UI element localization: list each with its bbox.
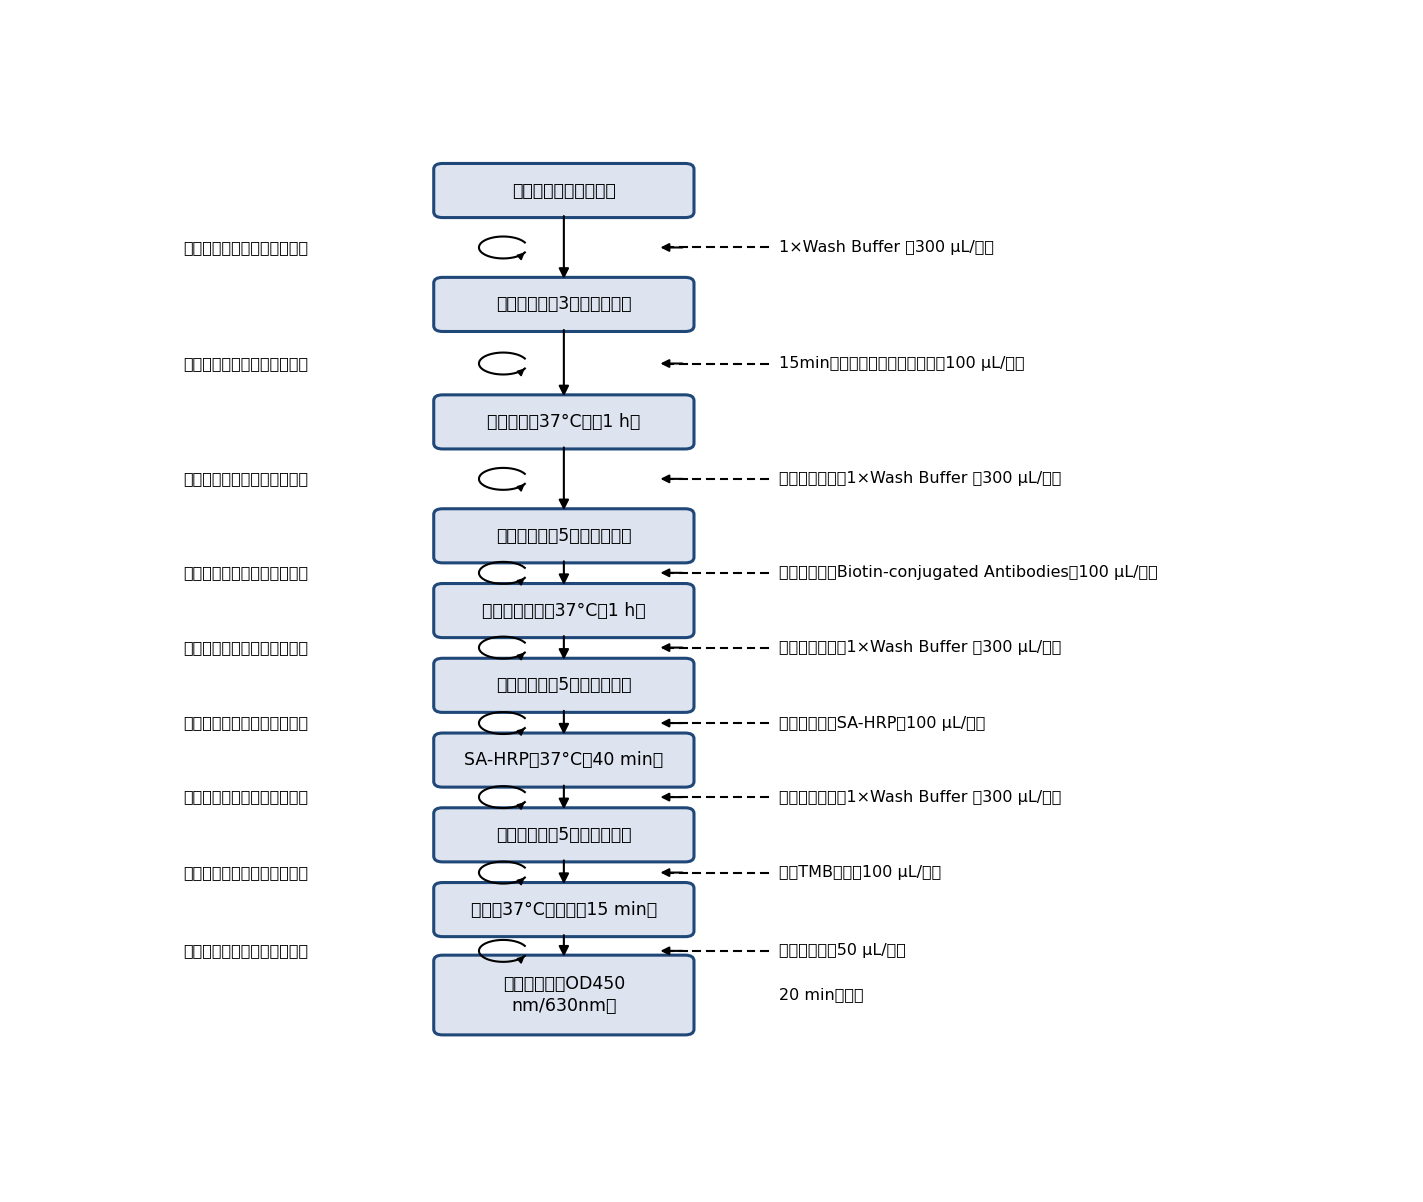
Text: 加入右边液体，并进行下一步: 加入右边液体，并进行下一步 xyxy=(184,715,309,731)
Text: 加入右边液体，并进行下一步: 加入右边液体，并进行下一步 xyxy=(184,790,309,804)
Text: 加入右边液体，并进行下一步: 加入右边液体，并进行下一步 xyxy=(184,565,309,581)
Text: 显色（37°C避光孵育15 min）: 显色（37°C避光孵育15 min） xyxy=(471,900,657,918)
Text: 加入配置好的SA-HRP（100 μL/孔）: 加入配置好的SA-HRP（100 μL/孔） xyxy=(778,715,985,731)
Text: 所有试剂、酶标板准备: 所有试剂、酶标板准备 xyxy=(512,182,616,200)
Text: 加入右边液体，并进行下一步: 加入右边液体，并进行下一步 xyxy=(184,641,309,655)
Text: 加入右边液体，并进行下一步: 加入右边液体，并进行下一步 xyxy=(184,865,309,880)
Text: 加入配置好的Biotin-conjugated Antibodies（100 μL/孔）: 加入配置好的Biotin-conjugated Antibodies（100 μ… xyxy=(778,565,1158,581)
FancyBboxPatch shape xyxy=(434,808,694,862)
FancyBboxPatch shape xyxy=(434,163,694,218)
Text: 清洗酶标板（5次，并拍干）: 清洗酶标板（5次，并拍干） xyxy=(497,677,632,695)
Text: 15min内加入待测样本和标准品（100 μL/孔）: 15min内加入待测样本和标准品（100 μL/孔） xyxy=(778,356,1025,371)
Text: 弃去孔内液体，1×Wash Buffer （300 μL/孔）: 弃去孔内液体，1×Wash Buffer （300 μL/孔） xyxy=(778,790,1062,804)
Text: SA-HRP（37°C，40 min）: SA-HRP（37°C，40 min） xyxy=(464,751,663,769)
Text: 清洗酶标板（5次，并拍干）: 清洗酶标板（5次，并拍干） xyxy=(497,826,632,844)
FancyBboxPatch shape xyxy=(434,583,694,637)
Text: 加入右边液体，并进行下一步: 加入右边液体，并进行下一步 xyxy=(184,944,309,958)
Text: 加入终止液（50 μL/孔）: 加入终止液（50 μL/孔） xyxy=(778,944,906,958)
Text: 酶标抗体孵育（37°C，1 h）: 酶标抗体孵育（37°C，1 h） xyxy=(482,601,646,619)
Text: 孵育样本（37°C孵育1 h）: 孵育样本（37°C孵育1 h） xyxy=(487,413,640,430)
FancyBboxPatch shape xyxy=(434,882,694,936)
Text: 清洗酶标板（3次，并拍干）: 清洗酶标板（3次，并拍干） xyxy=(497,296,632,314)
Text: 加入右边液体，并进行下一步: 加入右边液体，并进行下一步 xyxy=(184,240,309,255)
FancyBboxPatch shape xyxy=(434,733,694,787)
Text: 20 min内读值: 20 min内读值 xyxy=(778,988,864,1002)
FancyBboxPatch shape xyxy=(434,508,694,563)
Text: 1×Wash Buffer （300 μL/孔）: 1×Wash Buffer （300 μL/孔） xyxy=(778,240,993,255)
Text: 弃去孔内液体，1×Wash Buffer （300 μL/孔）: 弃去孔内液体，1×Wash Buffer （300 μL/孔） xyxy=(778,641,1062,655)
FancyBboxPatch shape xyxy=(434,394,694,450)
Text: 终止并读值（OD450
nm/630nm）: 终止并读值（OD450 nm/630nm） xyxy=(502,975,625,1016)
FancyBboxPatch shape xyxy=(434,956,694,1035)
Text: 加入TMB底物（100 μL/孔）: 加入TMB底物（100 μL/孔） xyxy=(778,865,941,880)
Text: 清洗酶标板（5次，并拍干）: 清洗酶标板（5次，并拍干） xyxy=(497,526,632,545)
FancyBboxPatch shape xyxy=(434,278,694,332)
Text: 加入右边液体，并进行下一步: 加入右边液体，并进行下一步 xyxy=(184,356,309,371)
Text: 弃去孔内液体，1×Wash Buffer （300 μL/孔）: 弃去孔内液体，1×Wash Buffer （300 μL/孔） xyxy=(778,471,1062,487)
FancyBboxPatch shape xyxy=(434,659,694,713)
Text: 加入右边液体，并进行下一步: 加入右边液体，并进行下一步 xyxy=(184,471,309,487)
